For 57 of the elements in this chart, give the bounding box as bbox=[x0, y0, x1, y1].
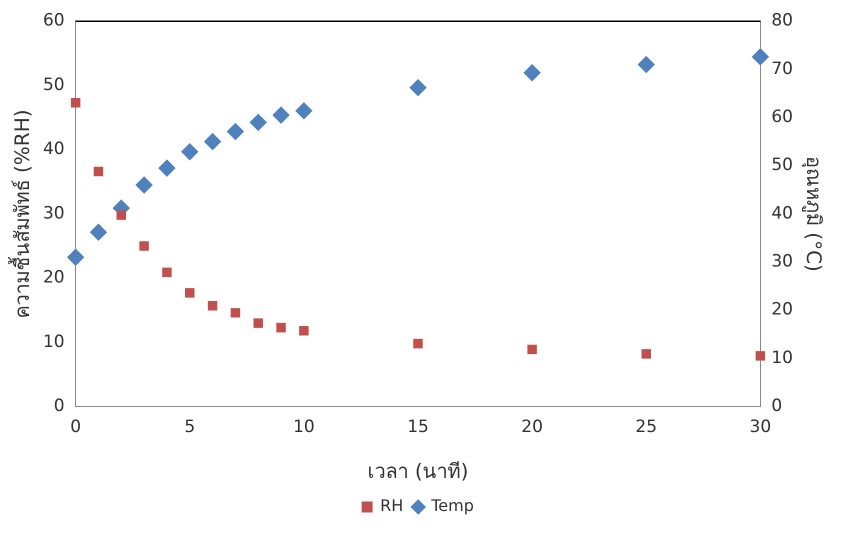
x-tick-label: 25 bbox=[635, 417, 658, 438]
point bbox=[250, 114, 267, 131]
legend-label: RH bbox=[380, 496, 404, 516]
y2-tick-label: 80 bbox=[771, 10, 794, 31]
point bbox=[94, 166, 104, 176]
point bbox=[272, 106, 290, 124]
x-tick-label: 0 bbox=[70, 417, 82, 438]
x-tick-label: 30 bbox=[750, 417, 772, 438]
point bbox=[756, 351, 766, 361]
y-tick-label: 10 bbox=[42, 332, 65, 352]
y-axis-title: ความชื้นสัมพัทธ์ (%RH) bbox=[8, 109, 34, 318]
x-tick-label: 20 bbox=[521, 417, 543, 438]
x-tick-label: 15 bbox=[407, 417, 429, 438]
y-tick-label: 0 bbox=[54, 396, 65, 416]
point bbox=[638, 56, 655, 74]
y2-tick-label: 10 bbox=[771, 348, 794, 368]
x-axis-title: เวลา (นาที) bbox=[368, 459, 468, 484]
point bbox=[413, 338, 423, 348]
point bbox=[116, 210, 126, 220]
point bbox=[524, 64, 541, 82]
y2-tick-label: 70 bbox=[771, 58, 794, 79]
point bbox=[136, 176, 153, 194]
point bbox=[642, 349, 651, 359]
x-tick-label: 10 bbox=[293, 417, 315, 438]
y2-tick-label: 40 bbox=[771, 203, 794, 224]
y2-tick-label: 20 bbox=[771, 300, 794, 320]
point bbox=[139, 241, 149, 251]
point bbox=[208, 301, 218, 310]
point bbox=[299, 326, 309, 336]
point bbox=[90, 224, 107, 241]
y2-tick-label: 60 bbox=[771, 106, 794, 127]
point bbox=[185, 288, 194, 298]
point bbox=[253, 318, 263, 328]
y2-tick-label: 30 bbox=[771, 251, 794, 272]
point bbox=[181, 143, 198, 160]
point bbox=[527, 344, 537, 354]
legend-label: Temp bbox=[430, 496, 474, 516]
y-tick-label: 20 bbox=[42, 268, 65, 288]
point bbox=[295, 102, 312, 120]
point bbox=[752, 48, 769, 66]
point bbox=[230, 308, 240, 318]
y-tick-label: 60 bbox=[42, 10, 65, 31]
point bbox=[70, 98, 80, 108]
point bbox=[204, 133, 222, 150]
point bbox=[158, 160, 176, 177]
y2-tick-label: 50 bbox=[771, 155, 794, 176]
y2-axis-title: อุณหภูมิ (°C) bbox=[800, 156, 826, 272]
point bbox=[162, 268, 172, 278]
y-tick-label: 50 bbox=[42, 74, 65, 95]
point bbox=[226, 123, 244, 140]
x-tick-label: 5 bbox=[184, 417, 196, 438]
point bbox=[276, 322, 286, 332]
y-tick-label: 30 bbox=[42, 203, 65, 224]
y2-tick-label: 0 bbox=[771, 396, 782, 416]
point bbox=[67, 248, 84, 266]
y-tick-label: 40 bbox=[42, 139, 65, 160]
point bbox=[410, 79, 426, 96]
